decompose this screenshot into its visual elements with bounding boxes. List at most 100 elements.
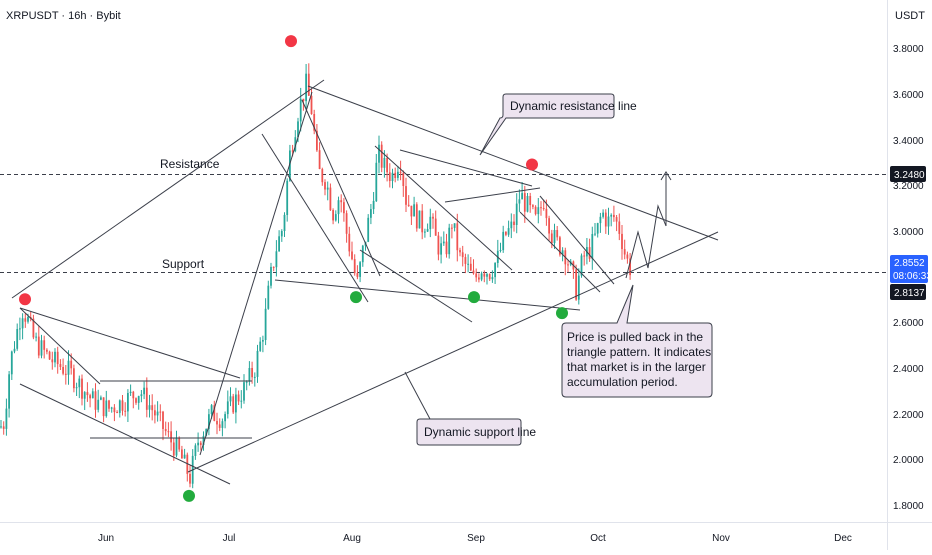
- candle-body: [386, 158, 388, 173]
- candle-body: [410, 205, 413, 217]
- candle-body: [607, 216, 610, 227]
- candle-body: [399, 171, 402, 174]
- falling-channel-line[interactable]: [19, 383, 231, 485]
- falling-channel-line[interactable]: [19, 307, 101, 385]
- candle-body: [537, 207, 540, 215]
- candle-body: [283, 214, 286, 231]
- candle-body: [151, 405, 154, 411]
- candle-body: [291, 150, 294, 152]
- pullback-channel-line[interactable]: [301, 99, 381, 277]
- candle-body: [405, 186, 407, 205]
- candle-body: [0, 426, 2, 428]
- dynamic-resistance-trendline[interactable]: [307, 85, 719, 241]
- candle-body: [418, 210, 421, 229]
- candle-body: [280, 231, 283, 237]
- candle-body: [24, 318, 27, 322]
- candle-body: [259, 341, 262, 351]
- candle-body: [67, 360, 70, 375]
- candle-body: [302, 98, 305, 101]
- symbol-title[interactable]: XRPUSDT · 16h · Bybit: [6, 10, 121, 22]
- candle-body: [353, 259, 356, 274]
- candle-body: [229, 396, 232, 402]
- candle-body: [559, 237, 561, 255]
- candle-body: [599, 216, 602, 224]
- support-callout[interactable]: Dynamic support line: [404, 371, 536, 446]
- candle-body: [518, 199, 521, 204]
- candle-body: [8, 374, 10, 409]
- candle-body: [251, 368, 253, 378]
- candle-body: [594, 233, 596, 235]
- resistance-callout[interactable]: Dynamic resistance line: [479, 93, 637, 156]
- candle-body: [70, 360, 73, 369]
- descending-channel-line[interactable]: [399, 149, 533, 187]
- candle-body: [135, 398, 137, 403]
- candle-body: [100, 397, 102, 400]
- drawings[interactable]: [11, 79, 719, 485]
- candle-body: [467, 263, 469, 265]
- candle-body: [148, 405, 151, 410]
- candle-body: [526, 196, 529, 212]
- candle-body: [116, 412, 118, 414]
- candle-body: [415, 204, 418, 229]
- candle-body: [307, 73, 310, 96]
- descending-channel-line[interactable]: [539, 195, 615, 285]
- descending-channel-line[interactable]: [359, 249, 473, 323]
- rising-trendline[interactable]: [11, 79, 325, 299]
- candle-body: [202, 435, 205, 445]
- candle-body: [359, 262, 361, 277]
- time-axis[interactable]: Jun Jul Aug Sep Oct Nov Dec: [98, 533, 852, 544]
- price-tick: 3.8000: [893, 44, 924, 55]
- inner-rising-line[interactable]: [199, 91, 313, 456]
- candle-body: [321, 169, 324, 183]
- candle-body: [267, 285, 270, 309]
- current-price-tag[interactable]: 2.8552 08:06:33: [890, 255, 932, 283]
- descending-channel-line[interactable]: [374, 145, 513, 271]
- support-price-tag[interactable]: 2.8137: [890, 284, 926, 300]
- candle-body: [626, 254, 629, 259]
- candle-body: [97, 399, 100, 410]
- candle-body: [567, 264, 569, 266]
- candle-body: [618, 221, 621, 234]
- lower-base-line[interactable]: [274, 279, 581, 311]
- candle-body: [472, 270, 475, 274]
- resistance-price-tag[interactable]: 3.2480: [890, 166, 926, 182]
- candle-body: [486, 274, 488, 277]
- candle-body: [394, 172, 397, 178]
- candle-body: [478, 277, 480, 280]
- dynamic-support-trendline[interactable]: [187, 231, 719, 473]
- candle-body: [332, 210, 334, 221]
- candle-body: [278, 236, 280, 252]
- green-pivot-marker: [183, 489, 195, 502]
- candle-body: [110, 407, 113, 409]
- pullback-channel-line[interactable]: [261, 133, 369, 303]
- candle-body: [205, 428, 208, 436]
- time-tick: Dec: [834, 533, 852, 544]
- candle-body: [210, 405, 213, 415]
- candle-body: [208, 414, 210, 429]
- candle-body: [178, 438, 181, 450]
- candle-body: [329, 187, 332, 211]
- candle-body: [5, 408, 8, 429]
- candle-body: [43, 340, 46, 350]
- candle-body: [402, 173, 405, 186]
- falling-channel-line[interactable]: [19, 307, 241, 379]
- price-tag-text: 3.2480: [894, 170, 925, 181]
- candle-body: [356, 273, 359, 277]
- candle-body: [16, 329, 19, 349]
- candle-body: [388, 172, 391, 181]
- candle-body: [91, 391, 94, 399]
- candle-body: [216, 421, 218, 425]
- candle-body: [456, 223, 459, 251]
- price-tick: 2.6000: [893, 318, 924, 329]
- candle-body: [494, 263, 496, 278]
- projected-path[interactable]: [625, 204, 667, 279]
- candle-body: [367, 217, 370, 242]
- candle-body: [240, 400, 243, 402]
- bar-countdown-text: 08:06:33: [893, 271, 932, 282]
- descending-channel-line[interactable]: [444, 187, 541, 203]
- pullback-callout[interactable]: Price is pulled back in the triangle pat…: [561, 284, 713, 398]
- price-axis[interactable]: 3.8000 3.6000 3.4000 3.2000 3.0000 2.600…: [893, 44, 924, 512]
- descending-channel-line[interactable]: [519, 211, 601, 293]
- candle-body: [313, 114, 316, 131]
